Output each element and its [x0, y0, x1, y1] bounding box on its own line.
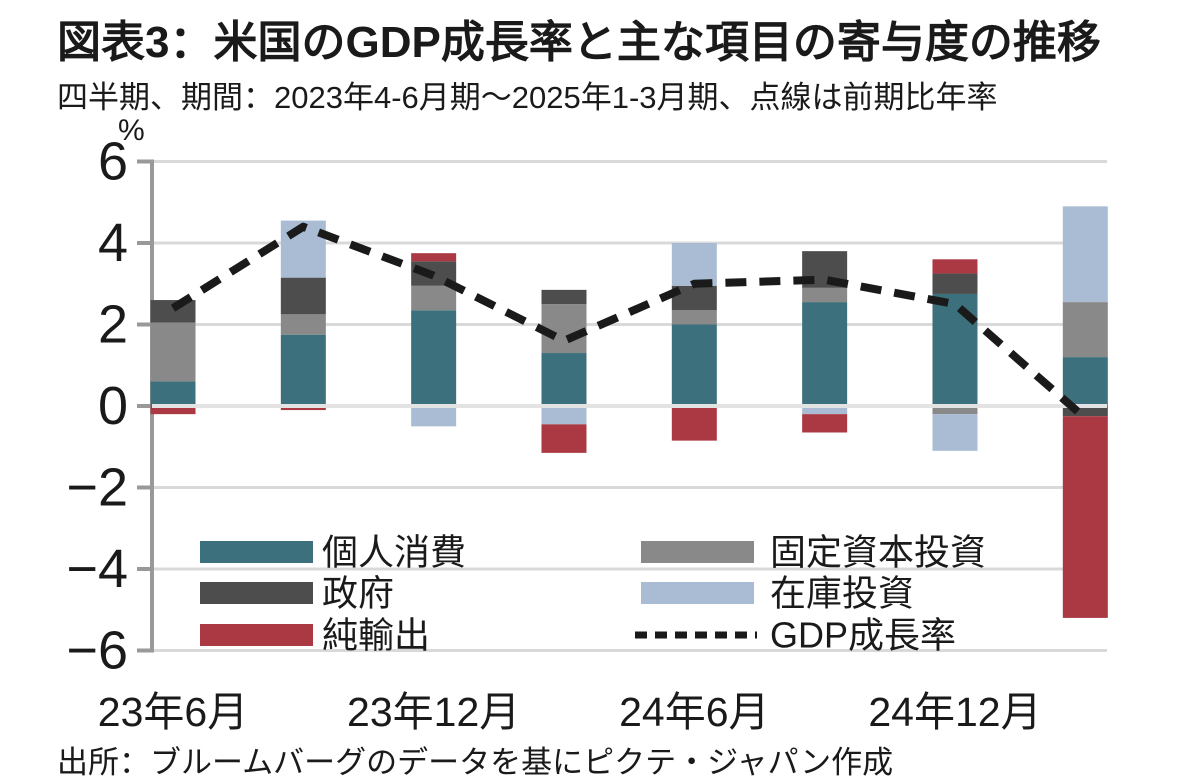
y-axis-tick-label: 0	[98, 376, 128, 436]
bar-segment	[280, 406, 326, 411]
legend-label: 在庫投資	[770, 573, 914, 614]
y-axis-tick-label: −6	[66, 621, 128, 681]
bar-segment	[541, 304, 587, 354]
bar-segment	[411, 285, 457, 311]
bar-segment	[541, 289, 587, 305]
x-axis-tick-label: 24年6月	[619, 689, 769, 735]
bar-segment	[802, 302, 848, 406]
bar-segment	[280, 314, 326, 335]
legend-swatch	[641, 582, 754, 604]
y-axis-tick-label: −2	[66, 458, 128, 518]
legend-swatch	[641, 541, 754, 563]
bar-segment	[932, 293, 978, 406]
source-note: 出所：ブルームバーグのデータを基にピクテ・ジャパン作成	[57, 745, 894, 778]
legend-label: 個人消費	[322, 532, 466, 573]
gdp-growth-line	[170, 222, 1088, 422]
x-axis-tick-label: 23年12月	[347, 689, 520, 735]
bar-segment	[802, 414, 848, 433]
y-axis-tick-label: −4	[66, 539, 128, 599]
figure-subtitle: 四半期、期間：2023年4-6月期～2025年1-3月期、点線は前期比年率	[57, 80, 998, 115]
legend-label: GDP成長率	[770, 615, 956, 656]
y-axis-tick-label: 4	[98, 213, 128, 273]
x-axis-tick-label: 24年12月	[868, 689, 1041, 735]
y-axis-unit-label: %	[118, 114, 145, 147]
x-axis-tick-label: 23年6月	[98, 689, 248, 735]
bar-segment	[280, 277, 326, 315]
bar-segment	[411, 253, 457, 262]
legend-label: 純輸出	[322, 615, 430, 656]
bar-segment	[1062, 302, 1108, 358]
legend-swatch	[200, 624, 313, 646]
bar-segment	[671, 310, 717, 325]
y-axis-tick-label: 6	[98, 132, 128, 192]
bar-segment	[150, 322, 196, 382]
legend-label: 政府	[322, 573, 394, 614]
bar-segment	[150, 381, 196, 406]
bar-segment	[150, 406, 196, 415]
bar-segment	[541, 406, 587, 425]
bar-segment	[802, 287, 848, 303]
legend-swatch	[200, 582, 313, 604]
bar-segment	[671, 243, 717, 286]
bar-segment	[411, 406, 457, 427]
bar-segment	[541, 353, 587, 406]
bar-segment	[411, 310, 457, 406]
y-axis-tick-label: 2	[98, 295, 128, 355]
bar-segment	[932, 273, 978, 294]
bar-segment	[802, 406, 848, 415]
bar-segment	[1062, 416, 1108, 618]
bar-segment	[1062, 357, 1108, 406]
bar-segment	[541, 424, 587, 453]
bar-segment	[932, 414, 978, 451]
bar-segment	[150, 300, 196, 323]
bar-segment	[280, 334, 326, 406]
bar-segment	[671, 406, 717, 441]
legend-label: 固定資本投資	[770, 532, 986, 573]
bar-segment	[671, 324, 717, 406]
bar-segment	[1062, 206, 1108, 303]
bar-segment	[932, 259, 978, 274]
legend-swatch	[200, 541, 313, 563]
figure-title: 図表3：米国のGDP成長率と主な項目の寄与度の推移	[57, 18, 1101, 67]
bar-segment	[932, 406, 978, 415]
bar-segment	[1062, 406, 1108, 417]
